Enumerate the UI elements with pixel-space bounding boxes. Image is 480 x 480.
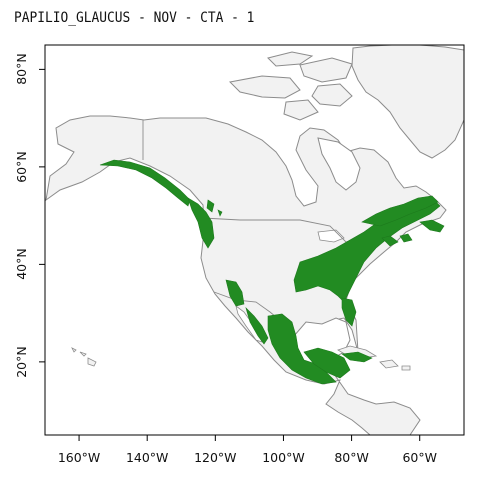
x-tick-label: 160°W <box>57 450 101 465</box>
hawaii-islands <box>71 347 97 367</box>
y-axis-ticks <box>39 68 45 363</box>
x-tick-label: 120°W <box>194 450 237 465</box>
plot-frame <box>44 44 465 436</box>
y-tick-label: 60°N <box>14 151 29 183</box>
x-tick-label: 140°W <box>125 450 169 465</box>
y-tick-label: 80°N <box>14 53 29 86</box>
map-title: PAPILIO_GLAUCUS - NOV - CTA - 1 <box>14 10 255 26</box>
x-axis-ticks <box>78 435 421 441</box>
y-tick-label: 20°N <box>14 346 29 378</box>
suitable-habitat-areas <box>99 159 445 385</box>
x-tick-label: 80°W <box>334 450 369 465</box>
y-tick-label: 40°N <box>14 248 29 281</box>
hudson-bay <box>317 137 361 191</box>
greenland-landmass <box>351 45 464 159</box>
arctic-islands <box>228 51 353 121</box>
x-tick-label: 100°W <box>262 450 305 465</box>
x-tick-label: 60°W <box>402 450 437 465</box>
gulf-of-california <box>235 305 263 343</box>
